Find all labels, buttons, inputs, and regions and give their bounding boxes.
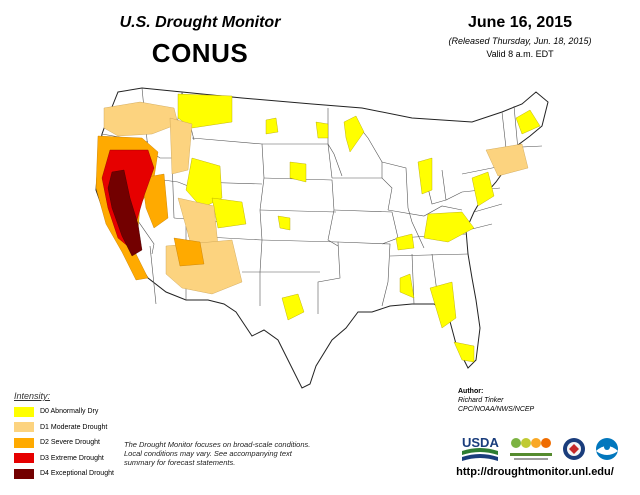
legend-swatch	[14, 437, 34, 448]
legend-label: D2 Severe Drought	[40, 439, 100, 447]
usda-logo-text: USDA	[462, 435, 499, 450]
product-title: U.S. Drought Monitor	[119, 14, 281, 31]
agency-logos: USDA	[462, 435, 618, 461]
legend-item-d1: D1 Moderate Drought	[14, 420, 154, 436]
valid-time: Valid 8 a.m. EDT	[486, 49, 554, 59]
legend-label: D0 Abnormally Dry	[40, 408, 99, 416]
legend-item-d0: D0 Abnormally Dry	[14, 404, 154, 420]
d0-area	[289, 161, 307, 183]
legend-label: D4 Exceptional Drought	[40, 470, 114, 478]
legend-swatch	[14, 468, 34, 479]
d0-area	[211, 197, 247, 229]
state-border-line	[259, 209, 337, 213]
legend-swatch	[14, 422, 34, 433]
state-border-line	[149, 245, 157, 305]
d0-area	[417, 157, 433, 195]
state-border-line	[337, 241, 391, 307]
legend-swatch	[14, 406, 34, 417]
state-border-line	[441, 169, 463, 201]
d1-area	[169, 117, 193, 175]
d0-area	[177, 93, 233, 129]
ndmc-logo	[510, 438, 552, 460]
d0-area	[395, 233, 415, 251]
legend-item-d2: D2 Severe Drought	[14, 435, 154, 451]
author-label: Author:	[458, 388, 484, 395]
d0-area	[315, 121, 329, 139]
d2-area	[141, 173, 169, 229]
state-border-line	[389, 253, 469, 257]
d0-area	[281, 293, 305, 321]
state-border-line	[332, 177, 393, 211]
legend: Intensity: D0 Abnormally Dry D1 Moderate…	[14, 391, 154, 482]
website-link[interactable]: http://droughtmonitor.unl.edu/	[456, 466, 614, 478]
d2-area	[173, 237, 205, 267]
usda-logo: USDA	[462, 435, 499, 461]
drought-d0-areas	[177, 93, 541, 363]
legend-swatch	[14, 453, 34, 464]
disclaimer-note: The Drought Monitor focuses on broad-sca…	[124, 440, 311, 467]
commerce-seal-icon	[563, 438, 585, 460]
author-name: Richard Tinker	[458, 397, 504, 404]
d0-area	[277, 215, 291, 231]
d4-area	[107, 169, 143, 257]
d1-area	[485, 143, 529, 177]
d0-area	[265, 117, 279, 135]
d0-area	[471, 171, 495, 207]
header-right: June 16, 2015 (Released Thursday, Jun. 1…	[420, 14, 620, 59]
drought-d4-areas	[107, 169, 143, 257]
d0-area	[343, 115, 365, 153]
state-border-line	[261, 239, 341, 314]
state-border-line	[387, 205, 463, 217]
release-date: (Released Thursday, Jun. 18, 2015)	[448, 36, 592, 46]
legend-item-d3: D3 Extreme Drought	[14, 451, 154, 467]
d0-area	[453, 341, 475, 363]
author-block: Author: Richard Tinker CPC/NOAA/NWS/NCEP	[458, 387, 534, 414]
d0-area	[515, 109, 541, 135]
region-title: CONUS	[151, 38, 249, 68]
drought-map	[95, 87, 549, 389]
header-left: U.S. Drought Monitor CONUS	[60, 14, 340, 69]
state-border-line	[381, 161, 425, 249]
state-border-line	[513, 105, 519, 151]
state-border-line	[501, 111, 507, 149]
noaa-logo-icon	[596, 438, 618, 460]
d0-area	[423, 211, 475, 243]
legend-label: D3 Extreme Drought	[40, 454, 104, 462]
d0-area	[429, 281, 457, 329]
legend-title: Intensity:	[14, 391, 51, 401]
legend-item-d4: D4 Exceptional Drought	[14, 466, 154, 482]
d0-area	[399, 273, 415, 299]
author-org: CPC/NOAA/NWS/NCEP	[458, 406, 535, 413]
state-border-line	[473, 203, 503, 213]
map-date: June 16, 2015	[467, 14, 573, 31]
d0-area	[185, 157, 223, 209]
state-border-line	[333, 209, 399, 245]
legend-label: D1 Moderate Drought	[40, 423, 108, 431]
d1-area	[103, 101, 179, 137]
